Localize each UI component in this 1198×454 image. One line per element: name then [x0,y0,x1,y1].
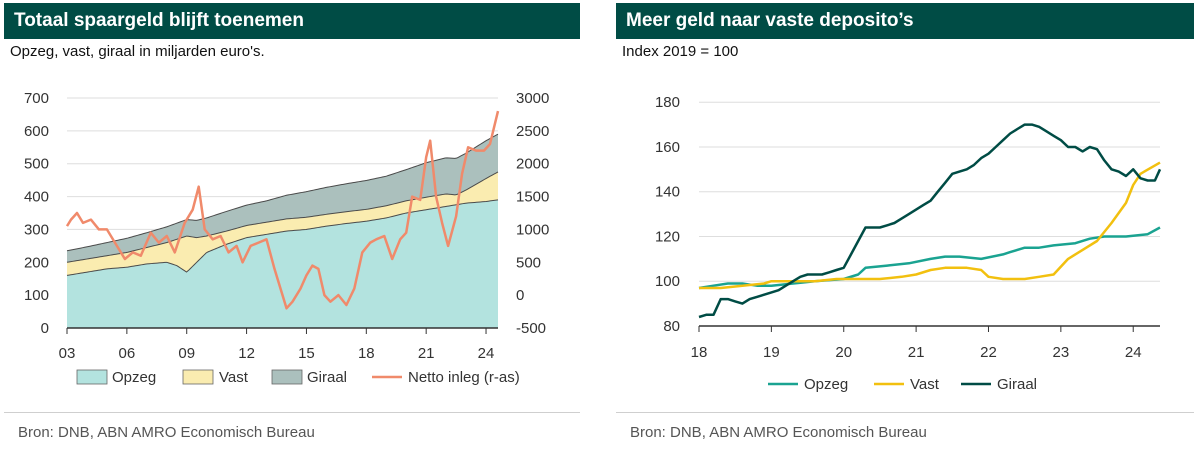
right-x-tick-label: 18 [691,344,708,361]
left-chart-svg: 0 100 200 300 400 500 600 700 -500 0 500 1000 1500 20… [24,90,549,386]
left-chart-subtitle: Opzeg, vast, giraal in miljarden euro's. [10,43,265,60]
legend-swatch-giraal [271,369,303,385]
left-y2-tick-label: -500 [516,320,546,337]
left-y-tick-label: 100 [24,287,49,304]
right-chart-svg: 80 100 120 140 160 180 18 19 20 21 22 23 24 Opzeg Vast… [655,94,1162,393]
legend-label-opzeg: Opzeg [112,369,156,386]
line-opzeg [698,226,1161,290]
right-source-divider [616,412,1194,413]
legend-swatch-vast [182,369,214,385]
left-source-divider [4,412,580,413]
legend-label-giraal: Giraal [997,376,1037,393]
line-vast [699,161,1161,290]
left-y-tick-label: 300 [24,221,49,238]
chart-panel-left: Totaal spaargeld blijft toenemen Opzeg, … [0,0,584,454]
legend-swatch-opzeg [76,369,108,385]
left-y2-tick-label: 0 [516,287,524,304]
left-x-tick-label: 09 [178,345,195,362]
left-x-tick-label: 21 [418,345,435,362]
area-giraal [67,134,498,263]
right-x-tick-label: 21 [908,344,925,361]
line-netto-inleg [65,110,500,310]
left-x-tick-label: 03 [59,345,76,362]
right-y-tick-label: 160 [655,139,680,156]
left-y-tick-label: 600 [24,123,49,140]
right-chart-source: Bron: DNB, ABN AMRO Economisch Bureau [630,424,927,441]
legend-label-opzeg: Opzeg [804,376,848,393]
area-opzeg [67,199,498,328]
left-y2-tick-label: 500 [516,254,541,271]
legend-label-vast: Vast [219,369,249,386]
right-x-tick-label: 20 [835,344,852,361]
right-x-tick-label: 24 [1125,344,1142,361]
left-x-tick-label: 18 [358,345,375,362]
right-x-tick-label: 22 [980,344,997,361]
left-x-tick-label: 06 [119,345,136,362]
left-y2-tick-label: 1500 [516,189,549,206]
chart-panel-right: Meer geld naar vaste deposito’s Index 20… [612,0,1198,454]
edge-vast [66,171,499,263]
left-y-tick-label: 500 [24,156,49,173]
left-y-tick-label: 700 [24,90,49,107]
left-y-tick-label: 200 [24,254,49,271]
legend-label-vast: Vast [910,376,940,393]
right-y-tick-label: 100 [655,273,680,290]
right-y-tick-label: 180 [655,94,680,111]
left-x-tick-label: 12 [238,345,255,362]
right-x-tick-label: 23 [1053,344,1070,361]
left-chart-source: Bron: DNB, ABN AMRO Economisch Bureau [18,424,315,441]
left-x-tick-label: 24 [478,345,495,362]
edge-opzeg [66,199,499,276]
left-y2-tick-label: 3000 [516,90,549,107]
left-y2-tick-label: 1000 [516,221,549,238]
legend-label-giraal: Giraal [307,369,347,386]
left-y2-tick-label: 2000 [516,156,549,173]
left-y-tick-label: 400 [24,189,49,206]
right-chart-subtitle: Index 2019 = 100 [622,43,739,60]
left-y-tick-label: 0 [41,320,49,337]
right-y-tick-label: 80 [663,318,680,335]
legend-label-netto: Netto inleg (r-as) [408,369,520,386]
right-x-tick-label: 19 [763,344,780,361]
line-giraal [698,123,1162,319]
left-y2-tick-label: 2500 [516,123,549,140]
left-x-tick-label: 15 [298,345,315,362]
right-chart-title: Meer geld naar vaste deposito’s [616,3,1194,39]
right-y-tick-label: 120 [655,228,680,245]
left-chart-title: Totaal spaargeld blijft toenemen [4,3,580,39]
right-y-tick-label: 140 [655,184,680,201]
